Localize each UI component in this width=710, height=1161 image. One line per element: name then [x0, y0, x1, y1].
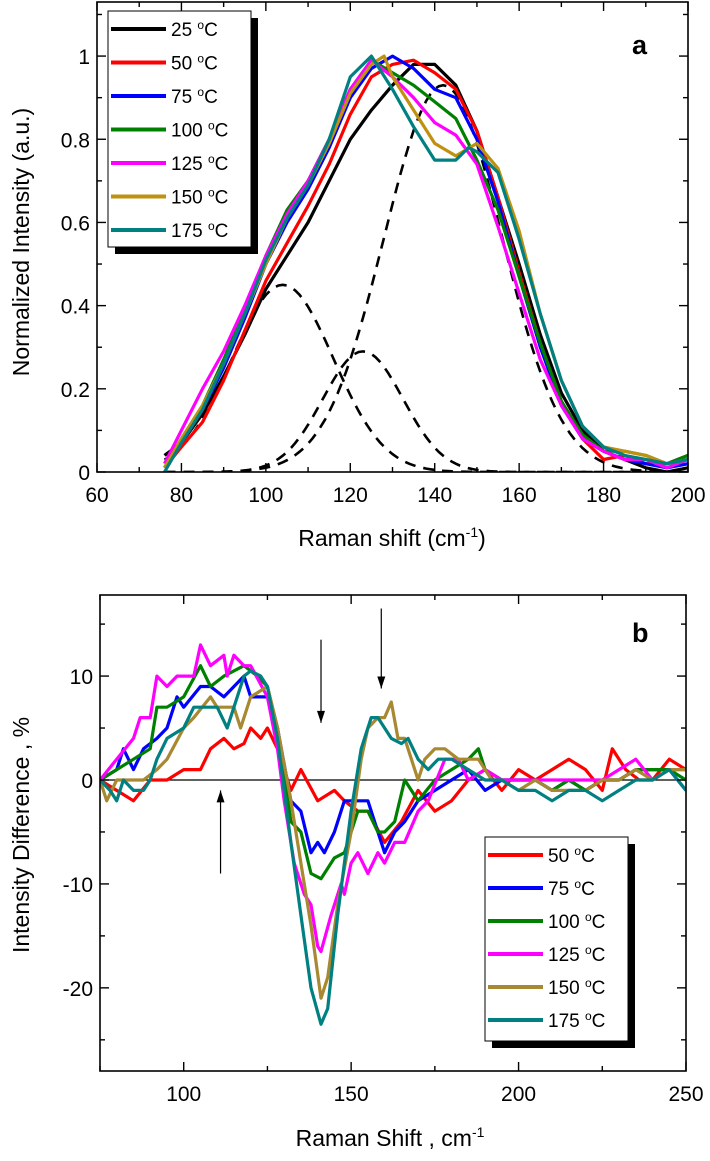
panel-b-x-title-main: Raman Shift , cm [296, 1125, 472, 1151]
ticks: 100 150 200 250 -20 -10 0 10 [63, 595, 704, 1106]
fit-component-3 [164, 83, 688, 472]
legend-box [484, 836, 629, 1042]
series-line-150C [100, 684, 686, 1000]
legend-label: 25 oC [171, 18, 218, 41]
y-tick-label: 0 [81, 770, 93, 793]
legend-label: 50 oC [171, 52, 218, 75]
x-tick-label: 140 [417, 484, 452, 507]
legend-label: 175 oC [171, 219, 228, 242]
panel-a-x-title-sup: -1 [466, 524, 479, 540]
arrow-head-icon [377, 676, 386, 689]
legend-item: 125 oC [111, 152, 228, 175]
legend-item: 150 oC [111, 186, 228, 209]
series-line-125C [163, 58, 688, 470]
legend: 50 oC 75 oC 100 oC 125 oC 150 oC 175 oC [484, 836, 635, 1048]
legend-label: 175 oC [548, 1009, 605, 1032]
arrow-head-icon [317, 710, 326, 723]
y-tick-label: 0.6 [61, 212, 90, 235]
x-tick-label: 80 [170, 484, 193, 507]
plot-frame [99, 594, 687, 1072]
series-line-50C [163, 58, 688, 469]
x-tick-label: 180 [586, 484, 621, 507]
panel-b-y-axis-title: Intensity Difference , % [8, 717, 34, 953]
legend-item: 150 oC [488, 976, 605, 999]
y-tick-label: -20 [63, 978, 93, 1001]
y-tick-label: 10 [70, 666, 93, 689]
fit-component-2 [164, 350, 688, 472]
legend: 25 oC 50 oC 75 oC 100 oC 125 oC 150 oC 175 oC [107, 10, 258, 254]
legend-item: 125 oC [488, 943, 605, 966]
legend-item: 75 oC [488, 877, 595, 900]
x-tick-label: 160 [502, 484, 537, 507]
legend-label: 100 oC [171, 119, 228, 142]
y-tick-label: 1 [78, 46, 90, 69]
legend-item: 100 oC [488, 910, 605, 933]
legend-item: 100 oC [111, 119, 228, 142]
plot-area [100, 608, 686, 1026]
panel-a-x-title-end: ) [478, 525, 486, 551]
plot-area [163, 54, 688, 472]
legend-item: 25 oC [111, 18, 218, 41]
panel-a-label: a [632, 30, 648, 60]
x-tick-label: 60 [85, 484, 108, 507]
legend-label: 50 oC [548, 844, 595, 867]
legend-item: 75 oC [111, 85, 218, 108]
y-tick-label: 0.2 [61, 379, 90, 402]
y-tick-label: -10 [63, 874, 93, 897]
panel-b-x-axis-title: Raman Shift , cm-1 [296, 1124, 485, 1151]
x-tick-label: 100 [166, 1083, 201, 1106]
series-line-175C [100, 669, 686, 1026]
panel-a-x-axis-title: Raman shift (cm-1) [298, 524, 486, 551]
y-tick-label: 0 [78, 462, 90, 485]
panel-b-label: b [632, 618, 649, 648]
y-tick-label: 0.4 [61, 296, 91, 319]
legend-label: 150 oC [548, 976, 605, 999]
x-tick-label: 120 [333, 484, 368, 507]
legend-label: 75 oC [548, 877, 595, 900]
legend-label: 125 oC [548, 943, 605, 966]
x-tick-label: 200 [670, 484, 705, 507]
legend-label: 100 oC [548, 910, 605, 933]
y-tick-label: 0.8 [61, 129, 90, 152]
panel-a: a Normalized Intensity (a.u.) Raman shif… [8, 1, 706, 551]
series-line-175C [163, 54, 688, 472]
legend-item: 175 oC [111, 219, 228, 242]
panel-b: b Intensity Difference , % Raman Shift ,… [8, 594, 704, 1151]
panel-b-x-title-sup: -1 [472, 1124, 485, 1140]
arrow-head-icon [216, 790, 225, 803]
series-line-100C [100, 664, 686, 881]
legend-item: 50 oC [111, 52, 218, 75]
x-tick-label: 200 [501, 1083, 536, 1106]
legend-label: 125 oC [171, 152, 228, 175]
legend-label: 75 oC [171, 85, 218, 108]
panel-a-y-axis-title: Normalized Intensity (a.u.) [8, 108, 34, 376]
legend-item: 175 oC [488, 1009, 605, 1032]
x-tick-label: 100 [248, 484, 283, 507]
x-tick-label: 150 [334, 1083, 369, 1106]
legend-item: 50 oC [488, 844, 595, 867]
ticks: 60 80 100 120 140 160 180 200 0 0.2 0.4 0.6 0.8 1 [61, 2, 706, 507]
legend-label: 150 oC [171, 186, 228, 209]
panel-a-x-title-main: Raman shift (cm [298, 525, 465, 551]
x-tick-label: 250 [668, 1083, 703, 1106]
fit-component-1 [163, 283, 688, 472]
